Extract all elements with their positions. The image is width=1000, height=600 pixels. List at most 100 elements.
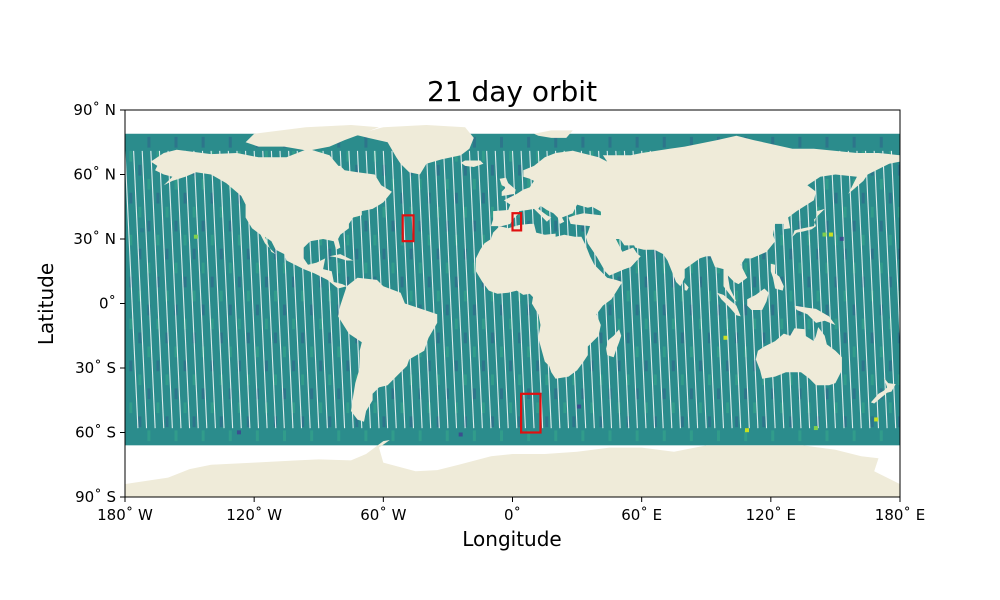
swath-patch <box>246 332 250 344</box>
swath-patch <box>319 234 323 246</box>
borneo-land <box>747 288 769 310</box>
swath-patch <box>174 430 178 442</box>
swath-patch <box>147 262 151 274</box>
x-tick-label: 60˚ E <box>621 506 662 524</box>
swath-patch <box>147 388 151 400</box>
swath-patch <box>409 290 413 302</box>
swath-patch <box>789 248 793 260</box>
swath-patch <box>798 136 802 148</box>
swath-patch <box>608 430 612 442</box>
swath-patch <box>662 388 666 400</box>
swath-patch <box>292 276 296 288</box>
track-gap <box>830 150 845 429</box>
track-gap <box>443 150 458 429</box>
x-tick-label: 60˚ W <box>360 506 406 524</box>
swath-patch <box>454 360 458 372</box>
swath-patch <box>717 262 721 274</box>
swath-patch <box>707 374 711 386</box>
swath-patch <box>183 276 187 288</box>
greenland-land <box>355 125 474 175</box>
swath-patch <box>689 430 693 442</box>
track-gap <box>865 150 880 429</box>
swath-patch <box>427 192 431 204</box>
swath-patch <box>662 304 666 316</box>
swath-patch <box>355 248 359 260</box>
swath-patch <box>644 318 648 330</box>
swath-patch <box>527 136 531 148</box>
sri-lanka-land <box>684 282 689 291</box>
swath-patch <box>744 430 748 442</box>
swath-patch <box>834 234 838 246</box>
swath-patch <box>798 262 802 274</box>
swath-patch <box>861 318 865 330</box>
swath-patch <box>436 416 440 428</box>
swath-patch <box>283 388 287 400</box>
swath-patch <box>689 388 693 400</box>
swath-patch <box>608 304 612 316</box>
track-gap <box>899 150 900 163</box>
swath-patch <box>138 416 142 428</box>
track-gap <box>201 150 216 429</box>
track-gap <box>856 150 871 429</box>
swath-patch <box>798 430 802 442</box>
swath-patch <box>472 304 476 316</box>
swath-patch <box>843 416 847 428</box>
swath-patch <box>662 136 666 148</box>
swath-patch <box>129 150 133 162</box>
swath-patch <box>527 346 531 358</box>
swath-patch <box>789 374 793 386</box>
swath-patch <box>834 318 838 330</box>
swath-patch <box>228 346 232 358</box>
highlight-box <box>511 212 523 232</box>
swath-patch <box>301 332 305 344</box>
swath-patch <box>346 402 350 414</box>
data-spot <box>140 228 145 233</box>
swath-patch <box>825 178 829 190</box>
swath-patch <box>346 276 350 288</box>
swath-patch <box>337 346 341 358</box>
swath-patch <box>689 304 693 316</box>
swath-patch <box>454 192 458 204</box>
swath-patch <box>771 136 775 148</box>
swath-patch <box>436 164 440 176</box>
swath-patch <box>698 276 702 288</box>
x-tick-label: 0˚ <box>504 506 521 524</box>
swath-patch <box>165 206 169 218</box>
track-gap <box>133 150 148 429</box>
swath-patch <box>509 360 513 372</box>
track-gap <box>434 150 449 429</box>
swath-patch <box>500 388 504 400</box>
swath-patch <box>192 416 196 428</box>
swath-patch <box>536 150 540 162</box>
swath-patch <box>662 346 666 358</box>
swath-patch <box>382 206 386 218</box>
swath-patch <box>409 416 413 428</box>
swath-patch <box>843 206 847 218</box>
indonesia-land <box>717 292 741 317</box>
swath-patch <box>138 248 142 260</box>
swath-patch <box>572 416 576 428</box>
north-america-land <box>150 148 392 289</box>
swath-patch <box>626 332 630 344</box>
swath-patch <box>707 290 711 302</box>
swath-patch <box>735 416 739 428</box>
swath-patch <box>391 220 395 232</box>
swath-patch <box>888 234 892 246</box>
swath-patch <box>201 220 205 232</box>
swath-patch <box>156 402 160 414</box>
y-tick-label: 90˚ S <box>75 488 116 506</box>
swath-patch <box>129 318 133 330</box>
track-gap <box>934 151 947 428</box>
y-axis-ticks: 90˚ N 60˚ N 30˚ N 0˚ 30˚ S 60˚ S 90˚ S <box>73 101 125 506</box>
swath-patch <box>445 262 449 274</box>
svalbard-land <box>534 130 573 138</box>
swath-patch <box>237 234 241 246</box>
swath-patch <box>843 290 847 302</box>
swath-patch <box>518 374 522 386</box>
swath-patch <box>789 290 793 302</box>
swath-patch <box>219 416 223 428</box>
swath-patch <box>490 416 494 428</box>
swath-patch <box>391 262 395 274</box>
track-gap <box>847 150 862 429</box>
